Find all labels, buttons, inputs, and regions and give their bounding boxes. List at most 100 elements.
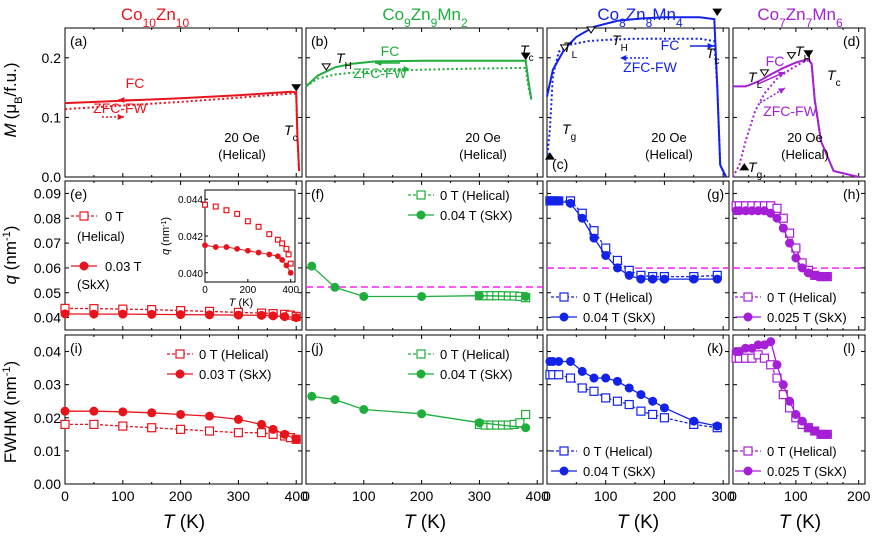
legend-marker bbox=[416, 369, 426, 379]
x-axis-label: T (K) bbox=[163, 512, 205, 533]
column-title: Co8Zn8Mn4 bbox=[597, 5, 683, 30]
inset-point bbox=[274, 253, 281, 260]
panel-frame bbox=[546, 334, 730, 485]
th-marker bbox=[586, 26, 596, 34]
legend-label: 0 T (Helical) bbox=[583, 290, 653, 305]
x-tick-label: 0 bbox=[543, 488, 551, 504]
data-point-circle bbox=[689, 416, 699, 426]
tc-marker bbox=[291, 84, 302, 92]
x-tick-label: 400 bbox=[526, 488, 550, 504]
data-point-circle bbox=[474, 291, 484, 301]
data-point-circle bbox=[268, 311, 278, 321]
data-point-circle bbox=[822, 429, 832, 439]
tc-sub: c bbox=[836, 78, 841, 89]
data-point-circle bbox=[624, 270, 634, 280]
panel-letter: (h) bbox=[843, 186, 860, 202]
data-point-circle bbox=[797, 416, 807, 426]
data-point-square bbox=[60, 419, 70, 429]
column-title: Co10Zn10 bbox=[121, 5, 190, 30]
ylabel-m-unit3: /f.u.) bbox=[1, 63, 20, 97]
tc-t: T bbox=[827, 67, 837, 83]
title-subscript: 10 bbox=[143, 16, 157, 30]
data-point-circle bbox=[176, 310, 186, 320]
data-point-square bbox=[624, 399, 634, 410]
tc-t: T bbox=[706, 45, 716, 61]
xlabel-t: T bbox=[617, 512, 630, 533]
legend-label: (SkX) bbox=[77, 277, 110, 292]
data-point-circle bbox=[60, 309, 70, 319]
panel-letter: (k) bbox=[707, 340, 723, 356]
legend-label: 0.04 T (SkX) bbox=[440, 208, 513, 223]
tc-sub: c bbox=[529, 53, 534, 64]
xlabel-unit: (K) bbox=[416, 512, 447, 533]
data-point-square bbox=[659, 413, 670, 423]
x-axis-label: T (K) bbox=[779, 512, 821, 533]
arrow-head bbox=[403, 65, 410, 73]
legend-label: 0 T (Helical) bbox=[440, 188, 510, 203]
ylabel-q: q bbox=[1, 274, 20, 284]
data-point-circle bbox=[797, 263, 807, 273]
y-tick-label: 0.03 bbox=[34, 377, 61, 393]
data-point-circle bbox=[712, 421, 722, 431]
inset-y-tick-label: 0.040 bbox=[178, 269, 203, 280]
data-point-square bbox=[89, 419, 99, 429]
data-point-square bbox=[612, 396, 623, 406]
y-tick-label: 0.0 bbox=[42, 169, 62, 185]
tc-t: T bbox=[284, 122, 294, 138]
legend-marker bbox=[743, 312, 753, 322]
inset-point bbox=[234, 210, 241, 217]
legend-marker bbox=[416, 190, 426, 200]
ylabel-q-close: ) bbox=[1, 226, 20, 232]
fc-text: FC bbox=[381, 43, 400, 59]
zfc-text: ZFC-FW bbox=[353, 65, 407, 81]
panel-frame bbox=[64, 180, 303, 331]
legend-marker bbox=[416, 349, 426, 359]
title-element: Zn bbox=[626, 5, 646, 24]
data-point-circle bbox=[612, 376, 622, 386]
legend-marker bbox=[416, 210, 426, 220]
data-point-circle bbox=[307, 391, 317, 401]
data-point-circle bbox=[601, 373, 611, 383]
inset-y-tick-label: 0.042 bbox=[178, 232, 203, 243]
data-point-circle bbox=[712, 274, 722, 284]
data-point-circle bbox=[589, 233, 599, 243]
data-point-circle bbox=[659, 274, 669, 284]
y-tick-label: 0.1 bbox=[42, 109, 62, 125]
data-point-square bbox=[118, 421, 128, 431]
column-title: Co7Zn7Mn6 bbox=[757, 5, 843, 30]
x-tick-label: 100 bbox=[784, 488, 808, 504]
data-point-square bbox=[554, 370, 564, 380]
arrow-head bbox=[375, 59, 382, 67]
inset-x-tick-label: 0 bbox=[202, 285, 208, 296]
legend-label: 0.03 T bbox=[105, 259, 142, 274]
tl-sub: L bbox=[757, 80, 763, 91]
panel-letter: (j) bbox=[311, 340, 323, 356]
inset-point bbox=[279, 240, 286, 247]
data-point-square bbox=[577, 383, 587, 393]
fc-label: FC bbox=[766, 53, 785, 69]
panel-letter: (c) bbox=[552, 156, 568, 172]
inset-yexp: -1 bbox=[161, 221, 168, 227]
field-label: 20 Oe bbox=[465, 130, 500, 145]
panel-letter: (f) bbox=[311, 186, 324, 202]
ylabel-fwhm-close: ) bbox=[1, 361, 20, 367]
tg-t: T bbox=[562, 121, 572, 137]
legend-marker bbox=[743, 466, 753, 476]
zfc-label: ZFC-FW bbox=[353, 65, 407, 81]
legend-marker bbox=[559, 446, 569, 456]
th-label: TH bbox=[336, 50, 352, 72]
title-subscript: 6 bbox=[836, 16, 843, 30]
title-subscript: 4 bbox=[676, 16, 683, 30]
data-point-circle bbox=[60, 406, 70, 416]
data-point-circle bbox=[822, 272, 832, 282]
y-tick-label: 0.01 bbox=[34, 443, 61, 459]
legend-label: 0.03 T (SkX) bbox=[199, 367, 272, 382]
phase-label: (Helical) bbox=[459, 147, 507, 162]
ylabel-m: M bbox=[1, 123, 20, 138]
data-point-square bbox=[589, 386, 599, 396]
tg-label: Tg bbox=[562, 121, 576, 143]
ylabel-q-exp: -1 bbox=[1, 231, 13, 241]
inset-ylabel: q bbox=[160, 248, 172, 255]
data-point-circle bbox=[648, 396, 658, 406]
inset-y-label: q (nm-1) bbox=[160, 217, 172, 255]
